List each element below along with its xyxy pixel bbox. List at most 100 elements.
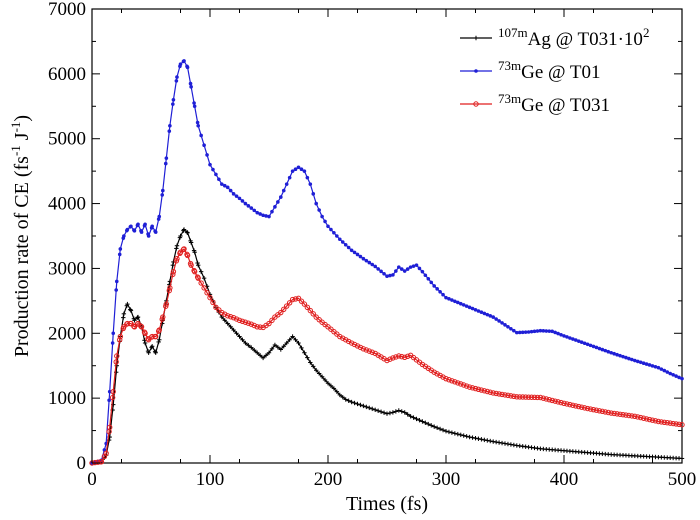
- legend-label: 73mGe @ T031: [498, 91, 610, 116]
- data-point: [167, 129, 172, 133]
- data-point: [565, 335, 569, 339]
- data-point: [323, 219, 327, 224]
- data-point: [290, 169, 295, 173]
- data-point: [351, 341, 358, 348]
- data-point: [249, 345, 254, 350]
- data-point: [153, 333, 159, 340]
- data-point: [522, 394, 529, 400]
- data-point: [381, 410, 387, 415]
- data-point: [117, 333, 124, 340]
- data-point: [456, 300, 460, 305]
- data-point: [488, 438, 493, 444]
- data-point: [153, 350, 158, 355]
- data-point: [366, 348, 372, 354]
- data-point: [192, 104, 197, 109]
- data-point: [157, 337, 162, 342]
- data-point: [337, 392, 342, 398]
- data-point: [621, 354, 625, 359]
- data-point: [370, 262, 375, 267]
- x-axis-title: Times (fs): [346, 493, 428, 515]
- data-point: [121, 315, 126, 320]
- data-point: [411, 415, 416, 420]
- data-point: [629, 413, 635, 419]
- data-point: [298, 298, 305, 304]
- data-point: [131, 324, 138, 330]
- data-point: [393, 409, 399, 414]
- data-point: [308, 360, 313, 365]
- data-point: [252, 208, 257, 213]
- data-point: [305, 355, 310, 360]
- data-point: [109, 394, 116, 401]
- data-point: [125, 301, 130, 307]
- data-point: [317, 208, 321, 212]
- data-point: [525, 394, 532, 400]
- data-point: [505, 392, 511, 399]
- data-point: [354, 343, 361, 349]
- data-point: [174, 246, 179, 251]
- data-point: [175, 75, 179, 79]
- data-point: [302, 169, 307, 173]
- data-point: [343, 242, 348, 247]
- data-point: [338, 237, 342, 242]
- data-point: [195, 275, 201, 281]
- data-point: [399, 267, 404, 271]
- data-point: [647, 363, 652, 367]
- data-point: [396, 408, 401, 413]
- data-point: [387, 410, 393, 416]
- data-point: [668, 371, 672, 376]
- x-tick-label: 100: [196, 469, 225, 490]
- y-tick-label: 4000: [48, 194, 86, 215]
- data-point: [160, 314, 166, 320]
- data-point: [132, 318, 137, 323]
- data-point: [617, 411, 623, 417]
- data-point: [633, 358, 637, 363]
- data-point: [343, 397, 348, 402]
- data-point: [559, 332, 563, 337]
- data-point: [479, 310, 484, 315]
- data-point: [449, 430, 455, 435]
- data-point: [157, 214, 162, 219]
- data-point: [469, 385, 476, 391]
- data-point: [170, 268, 177, 275]
- data-point: [402, 410, 407, 415]
- data-point: [441, 292, 445, 297]
- data-point: [488, 314, 493, 318]
- data-point: [163, 301, 170, 307]
- data-point: [461, 303, 466, 307]
- data-point: [313, 314, 319, 320]
- data-point: [550, 329, 554, 334]
- data-point: [305, 175, 310, 180]
- x-axis: 0 100 200 300 400 500: [87, 9, 696, 490]
- data-point: [161, 188, 165, 193]
- data-point: [118, 247, 123, 251]
- data-point: [340, 240, 345, 244]
- data-point: [508, 393, 514, 399]
- data-point: [458, 432, 463, 438]
- data-point: [540, 395, 547, 401]
- data-point: [284, 182, 289, 186]
- series-line: [91, 248, 683, 464]
- data-point: [484, 388, 490, 395]
- data-point: [470, 306, 475, 311]
- data-point: [384, 411, 390, 416]
- data-point: [667, 420, 673, 426]
- data-point: [677, 375, 681, 380]
- data-point: [251, 322, 257, 329]
- data-point: [618, 353, 622, 358]
- data-point: [467, 434, 472, 440]
- data-point: [446, 377, 452, 383]
- data-point: [273, 205, 277, 209]
- data-point: [181, 227, 187, 232]
- data-point: [437, 426, 443, 432]
- data-point: [129, 224, 133, 229]
- series-2: [89, 246, 685, 466]
- data-point: [286, 300, 293, 306]
- data-point: [473, 101, 479, 107]
- data-point: [476, 309, 481, 313]
- data-point: [142, 340, 148, 346]
- data-point: [497, 319, 501, 323]
- data-point: [281, 344, 286, 349]
- data-point: [142, 330, 148, 336]
- legend-item: 73mGe @ T01: [460, 58, 601, 83]
- data-point: [208, 162, 212, 167]
